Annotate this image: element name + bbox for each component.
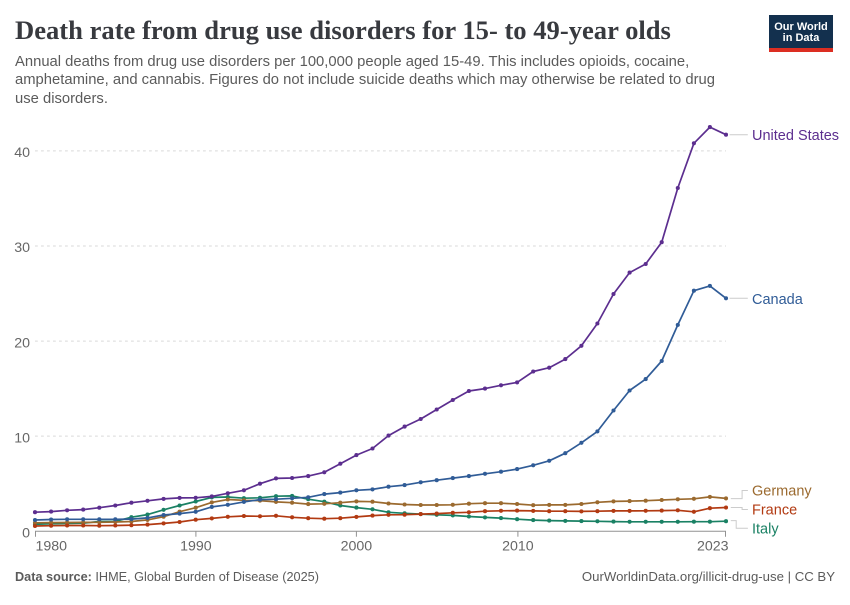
svg-text:40: 40 bbox=[14, 145, 30, 161]
svg-text:2000: 2000 bbox=[341, 539, 373, 555]
svg-text:Italy: Italy bbox=[752, 521, 779, 537]
svg-text:0: 0 bbox=[22, 525, 30, 541]
svg-text:30: 30 bbox=[14, 240, 30, 256]
svg-text:France: France bbox=[752, 503, 797, 519]
svg-text:2023: 2023 bbox=[697, 539, 729, 555]
svg-text:1990: 1990 bbox=[180, 539, 212, 555]
svg-text:United States: United States bbox=[752, 128, 839, 144]
svg-text:10: 10 bbox=[14, 430, 30, 446]
svg-text:Germany: Germany bbox=[752, 484, 812, 500]
svg-text:Canada: Canada bbox=[752, 292, 804, 308]
svg-text:1980: 1980 bbox=[36, 539, 68, 555]
svg-text:2010: 2010 bbox=[502, 539, 534, 555]
svg-text:20: 20 bbox=[14, 335, 30, 351]
